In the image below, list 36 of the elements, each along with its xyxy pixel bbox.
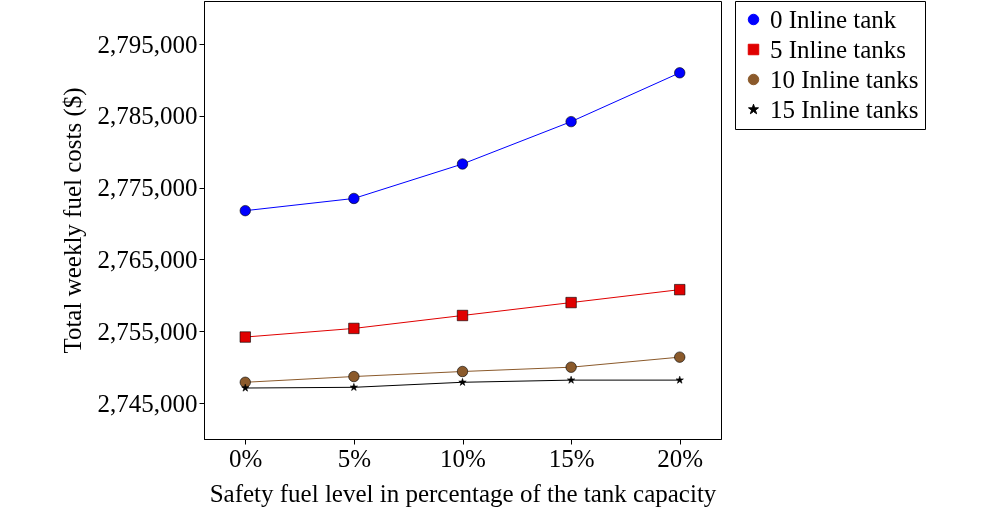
y-axis-title: Total weekly fuel costs ($) bbox=[58, 87, 87, 354]
point bbox=[239, 204, 252, 217]
point bbox=[456, 309, 469, 322]
point bbox=[349, 382, 359, 391]
point bbox=[456, 365, 469, 378]
x-tick-label: 15% bbox=[548, 444, 595, 472]
y-tick-label: 2,775,000 bbox=[97, 174, 198, 202]
x-axis-title: Safety fuel level in percentage of the tank capacity bbox=[209, 479, 717, 507]
legend-label: 15 Inline tanks bbox=[770, 95, 919, 123]
y-tick-label: 2,755,000 bbox=[97, 317, 198, 345]
y-tick-label: 2,795,000 bbox=[97, 30, 198, 58]
point bbox=[673, 67, 686, 79]
point bbox=[565, 361, 577, 373]
point bbox=[673, 283, 686, 296]
y-tick-label: 2,745,000 bbox=[97, 389, 198, 417]
x-tick-label: 0% bbox=[229, 444, 263, 472]
point bbox=[673, 351, 686, 363]
point bbox=[458, 377, 467, 386]
legend-label: 10 Inline tanks bbox=[770, 65, 919, 93]
point bbox=[348, 192, 360, 205]
legend-label: 5 Inline tanks bbox=[770, 35, 907, 63]
x-tick-label: 5% bbox=[337, 444, 372, 472]
y-tick-label: 2,785,000 bbox=[97, 102, 198, 130]
point bbox=[239, 331, 252, 343]
point bbox=[565, 115, 577, 128]
y-tick-label: 2,765,000 bbox=[97, 245, 198, 273]
point bbox=[565, 296, 577, 309]
point bbox=[675, 375, 684, 384]
point bbox=[241, 383, 250, 392]
x-tick-label: 20% bbox=[657, 444, 704, 472]
point bbox=[348, 322, 360, 335]
point bbox=[456, 158, 469, 170]
x-tick-label: 10% bbox=[440, 444, 486, 472]
point bbox=[348, 370, 360, 383]
legend-label: 0 Inline tank bbox=[770, 5, 897, 33]
point bbox=[566, 375, 576, 384]
